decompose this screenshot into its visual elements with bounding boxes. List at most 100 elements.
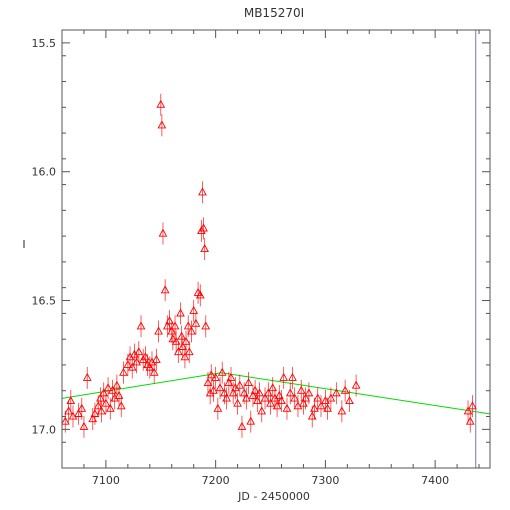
data-point — [101, 392, 111, 415]
point-marker — [116, 401, 126, 410]
x-tick-label: 7100 — [92, 474, 120, 487]
data-point — [250, 379, 260, 402]
point-marker — [213, 403, 223, 412]
point-marker — [313, 393, 323, 402]
data-point — [156, 93, 166, 116]
data-point — [301, 387, 310, 410]
data-point — [316, 395, 326, 418]
data-point — [77, 397, 87, 420]
data-point — [268, 377, 278, 400]
data-point — [465, 410, 475, 433]
point-marker — [158, 228, 168, 237]
data-point — [99, 382, 109, 405]
data-point — [277, 390, 286, 413]
point-marker — [125, 352, 135, 361]
point-marker — [173, 347, 183, 356]
point-marker — [282, 403, 292, 412]
data-point — [463, 400, 473, 423]
data-point — [112, 374, 122, 397]
point-marker — [119, 367, 128, 376]
data-point — [296, 379, 306, 402]
point-marker — [231, 383, 240, 392]
data-point — [105, 397, 115, 420]
data-point — [313, 387, 323, 410]
point-marker — [195, 290, 205, 299]
y-tick-label: 16.5 — [32, 295, 57, 308]
point-marker — [101, 398, 111, 407]
point-marker — [177, 331, 186, 340]
point-marker — [285, 388, 295, 397]
point-marker — [147, 357, 157, 366]
point-marker — [110, 393, 120, 402]
data-point — [288, 366, 297, 389]
model-line — [62, 372, 490, 415]
plot-frame — [61, 29, 491, 469]
data-point — [198, 181, 207, 204]
data-point — [136, 315, 146, 338]
data-point — [285, 382, 295, 405]
data-point — [168, 328, 178, 351]
data-point — [201, 315, 211, 338]
data-point — [332, 382, 341, 405]
data-point — [189, 299, 199, 322]
point-marker — [183, 321, 193, 330]
data-point — [173, 341, 183, 364]
data-point — [235, 374, 245, 397]
point-marker — [465, 416, 475, 425]
x-tick-label: 7200 — [202, 474, 230, 487]
data-point — [206, 364, 216, 387]
point-marker — [296, 385, 306, 394]
point-marker — [176, 308, 185, 317]
data-point — [187, 320, 196, 343]
data-point — [154, 320, 163, 343]
data-point — [282, 397, 292, 420]
point-marker — [152, 354, 161, 363]
point-marker — [149, 367, 159, 376]
point-marker — [187, 326, 196, 335]
data-point — [337, 400, 347, 423]
data-point — [304, 382, 314, 405]
data-point — [176, 302, 185, 325]
y-tick-label: 16.0 — [32, 166, 57, 179]
point-marker — [237, 421, 247, 430]
data-point — [199, 217, 208, 240]
point-marker — [268, 383, 278, 392]
point-marker — [62, 416, 70, 425]
data-point — [90, 402, 100, 425]
point-marker — [235, 380, 245, 389]
data-point — [97, 400, 106, 423]
point-marker — [99, 388, 109, 397]
data-point — [160, 279, 170, 302]
point-marker — [112, 380, 122, 389]
plot-area — [62, 30, 490, 468]
data-point — [184, 341, 194, 364]
point-marker — [171, 336, 181, 345]
data-point — [114, 384, 124, 407]
point-marker — [79, 421, 89, 430]
data-point — [340, 379, 350, 402]
data-point — [195, 284, 205, 307]
point-marker — [165, 316, 174, 325]
y-tick-label: 17.0 — [32, 423, 57, 436]
data-point — [246, 410, 256, 433]
point-marker — [74, 408, 83, 417]
data-point — [171, 330, 181, 353]
point-marker — [200, 244, 210, 253]
point-marker — [277, 396, 286, 405]
point-marker — [244, 378, 253, 387]
point-marker — [255, 388, 264, 397]
point-marker — [242, 393, 251, 402]
point-marker — [160, 285, 170, 294]
point-marker — [290, 393, 300, 402]
point-marker — [201, 321, 211, 330]
data-point — [147, 351, 157, 374]
point-marker — [156, 99, 166, 108]
data-point — [244, 371, 253, 394]
point-marker — [279, 372, 289, 381]
point-marker — [205, 388, 215, 397]
point-marker — [181, 336, 191, 345]
data-point — [149, 361, 159, 384]
data-point — [170, 315, 180, 338]
data-point — [152, 348, 161, 371]
